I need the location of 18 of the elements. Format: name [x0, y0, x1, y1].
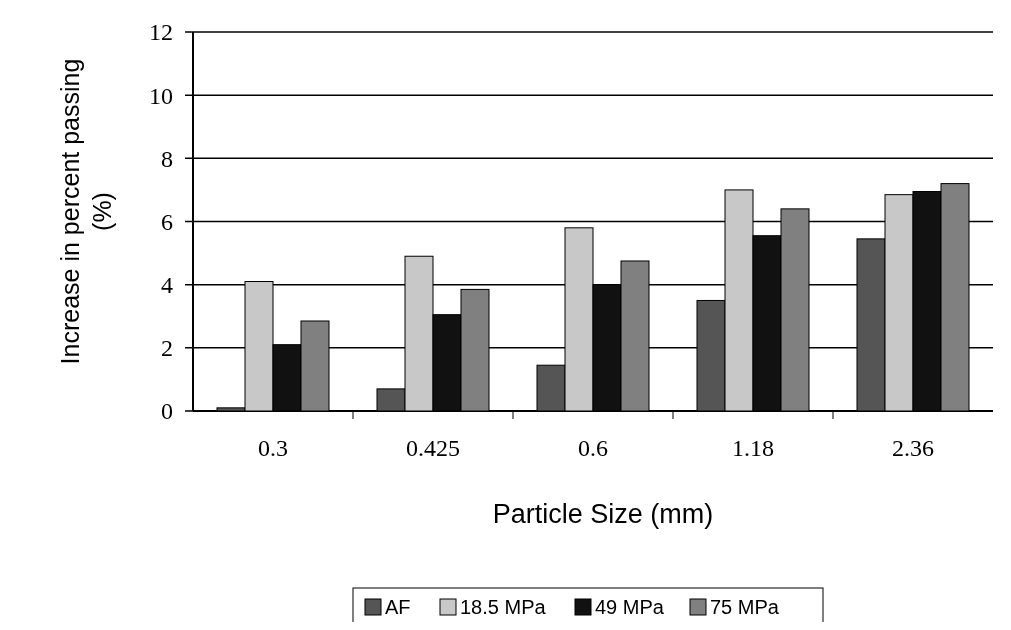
x-tick-label: 0.425	[406, 435, 460, 461]
y-tick-label: 10	[149, 82, 173, 109]
x-axis-title: Particle Size (mm)	[492, 499, 714, 529]
y-tick-label: 4	[161, 272, 173, 299]
y-tick-label: 6	[161, 208, 173, 235]
y-tick-label: 12	[149, 19, 173, 46]
legend-label: 75 MPa	[710, 596, 780, 618]
x-tick-label: 1.18	[732, 435, 774, 461]
legend-label: AF	[385, 596, 411, 618]
y-tick-label: 0	[161, 398, 173, 425]
x-tick-label: 0.3	[258, 435, 288, 461]
y-tick-label: 8	[161, 145, 173, 172]
x-tick-label: 2.36	[892, 435, 934, 461]
legend-label: 49 MPa	[595, 596, 665, 618]
y-tick-label: 2	[161, 335, 173, 362]
y-axis-title: Increase in percent passing (%)	[56, 58, 116, 365]
x-tick-label: 0.6	[578, 435, 608, 461]
legend-label: 18.5 MPa	[460, 596, 547, 618]
